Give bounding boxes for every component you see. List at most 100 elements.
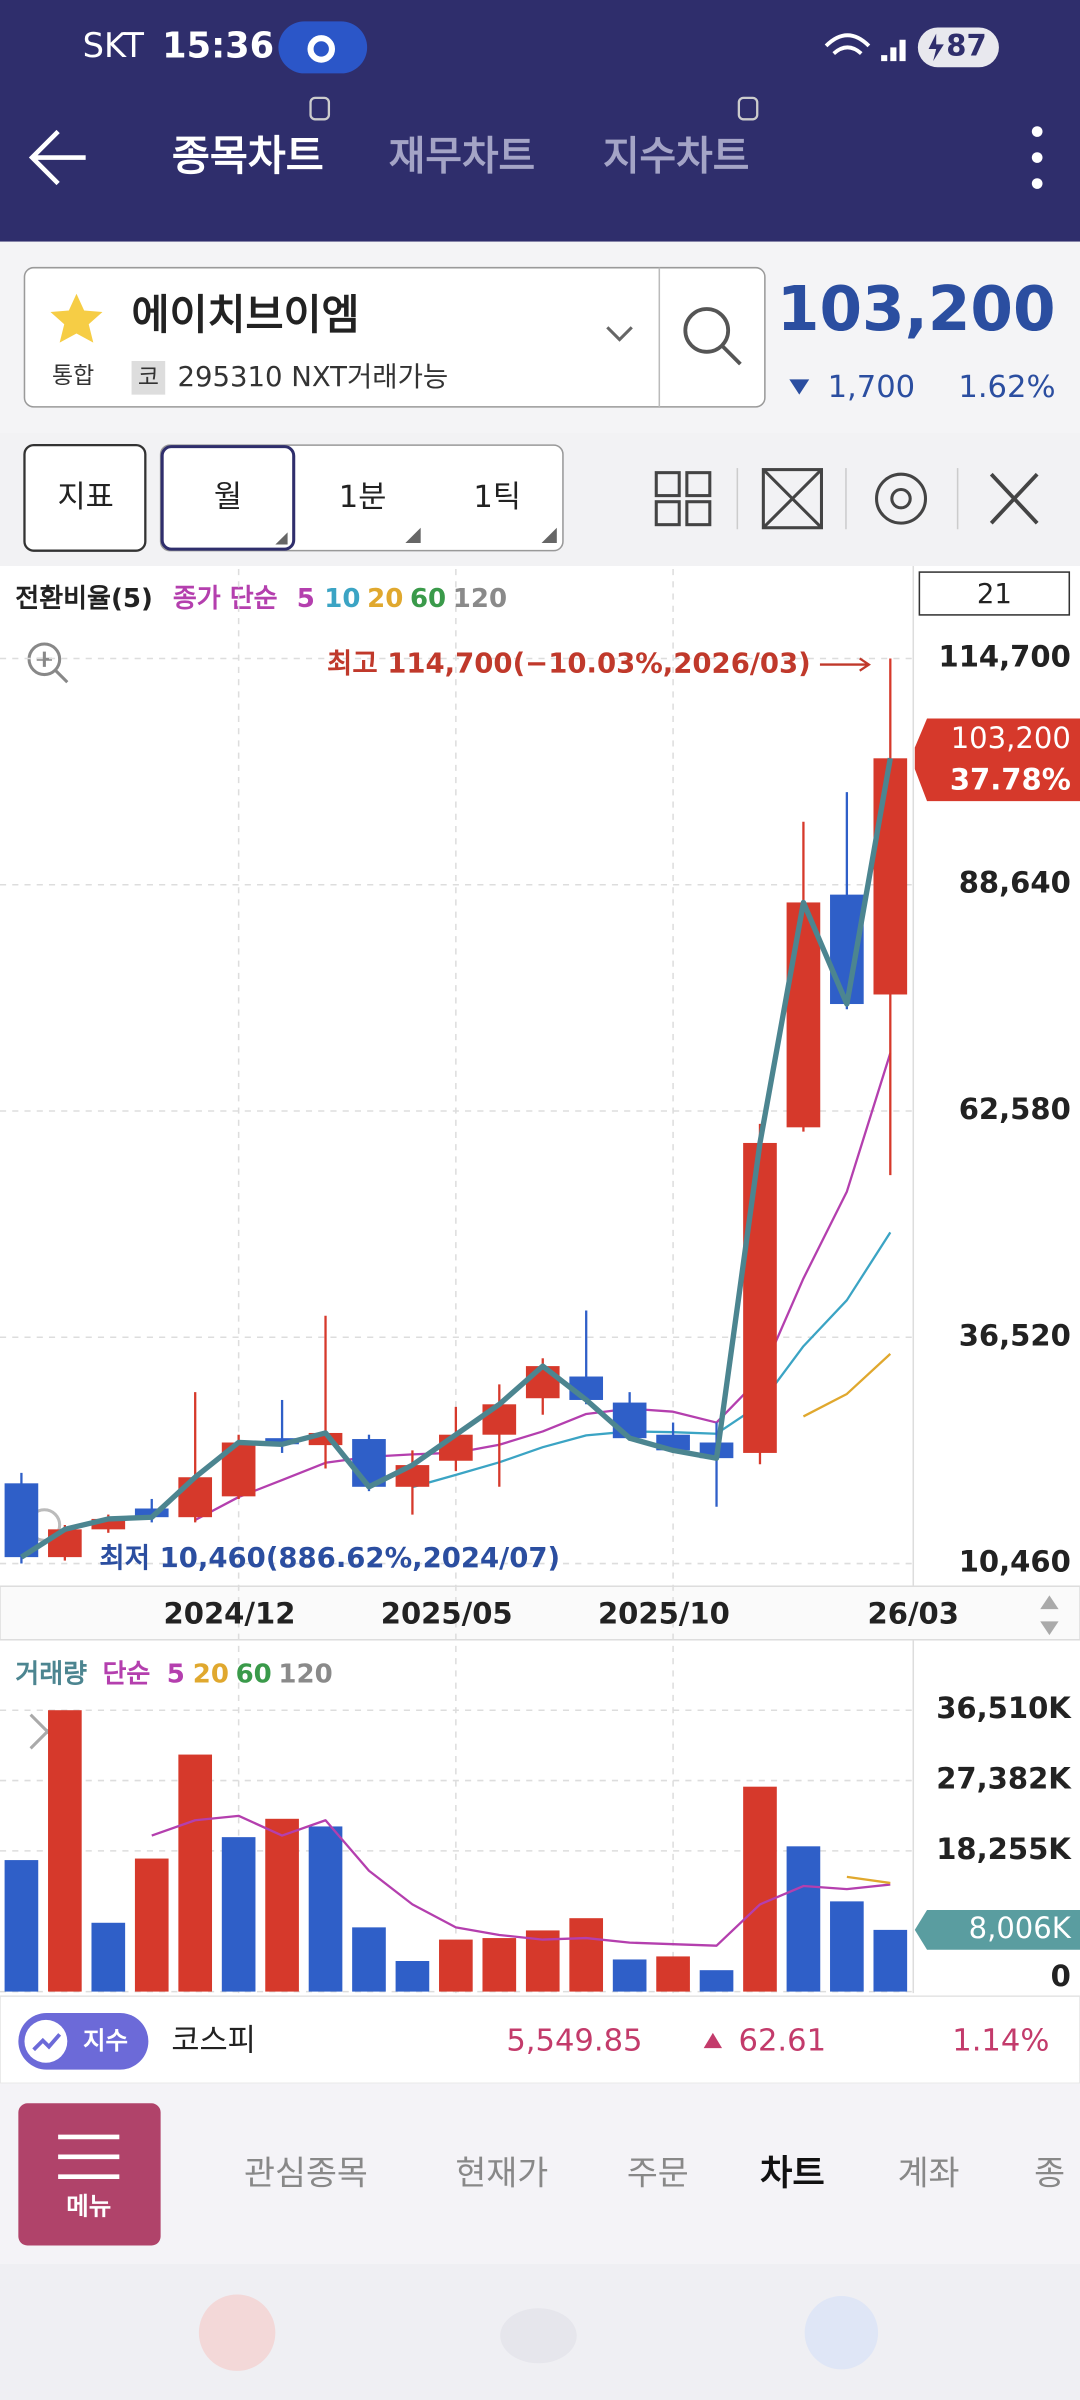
search-button[interactable] xyxy=(683,307,742,366)
last-volume: 8,006K xyxy=(969,1911,1072,1945)
menu-button[interactable] xyxy=(18,2103,161,2246)
low-annotation: 최저 10,460(886.62%,2024/07) xyxy=(99,1542,560,1574)
legend-entry: 5 xyxy=(167,1659,185,1689)
x-tick-label: 2024/12 xyxy=(164,1596,296,1630)
price: 103,200 xyxy=(777,274,1056,345)
high-annotation: 최고 114,700(−10.03%,2026/03) xyxy=(327,648,811,680)
button-label: 지표 xyxy=(58,480,114,515)
wifi-icon xyxy=(824,33,871,56)
price-change: 1,700 xyxy=(828,370,916,405)
y-tick-label: 114,700 xyxy=(939,639,1071,673)
stock-box[interactable] xyxy=(23,266,766,408)
y-tick-label: 27,382K xyxy=(936,1762,1072,1796)
volume-bar xyxy=(830,1901,864,1992)
dropdown[interactable] xyxy=(606,326,633,342)
bolt-icon xyxy=(928,33,944,62)
badge-trend xyxy=(32,2033,62,2052)
battery-level: 87 xyxy=(946,28,986,62)
candle-body xyxy=(134,1508,169,1518)
index-bar xyxy=(0,1995,1080,2085)
volume-bar xyxy=(395,1961,430,1992)
volume-bar xyxy=(91,1922,126,1992)
last-price: 103,200 xyxy=(951,721,1071,755)
volume-bar xyxy=(656,1956,690,1992)
nav-tab[interactable]: 계좌 xyxy=(898,2154,960,2193)
volume-bar xyxy=(569,1918,604,1992)
volume-bar xyxy=(134,1858,169,1992)
tab-icon xyxy=(737,96,759,121)
volume-bar xyxy=(873,1929,908,1992)
candle-body xyxy=(743,1142,777,1453)
period-selected[interactable] xyxy=(160,445,296,551)
index-change: 62.61 xyxy=(739,2024,827,2059)
button-label[interactable]: 1틱 xyxy=(473,480,521,515)
scroll-arrows[interactable] xyxy=(1040,1595,1059,1636)
candle-body xyxy=(265,1438,299,1445)
last-price-tag xyxy=(914,718,1080,802)
volume-bar xyxy=(221,1837,256,1992)
more-button[interactable] xyxy=(1031,126,1043,189)
legend-entry: 10 xyxy=(324,584,360,614)
moving-average xyxy=(802,1353,892,1418)
volume-bar xyxy=(612,1959,647,1992)
x-tick-label: 26/03 xyxy=(868,1596,959,1630)
legend-entry: 120 xyxy=(453,584,507,614)
bottom-nav xyxy=(0,2083,1080,2264)
back-button[interactable] xyxy=(28,129,86,186)
change-rate: 1.62% xyxy=(958,370,1055,405)
candle-body xyxy=(482,1404,517,1435)
menu-label: 메뉴 xyxy=(66,2191,111,2220)
y-tick-label: 18,255K xyxy=(936,1832,1072,1866)
volume-bar xyxy=(265,1818,299,1992)
market: 통합 xyxy=(52,363,94,389)
tab[interactable]: 재무차트 xyxy=(389,134,535,180)
badge-bg xyxy=(131,360,166,395)
y-tick-label: 88,640 xyxy=(959,866,1071,900)
nav-tab[interactable]: 관심종목 xyxy=(244,2154,368,2193)
stock-name: 에이치브이엠 xyxy=(132,291,360,339)
fullscreen-button[interactable] xyxy=(761,468,824,530)
x-tick-label: 2025/10 xyxy=(598,1596,730,1630)
chart-bg xyxy=(0,565,1080,1997)
stock-code: 295310 NXT거래가능 xyxy=(177,361,448,393)
high-arrow xyxy=(819,657,871,672)
button-label[interactable]: 월 xyxy=(214,480,242,515)
tab-icon xyxy=(309,96,331,121)
volume-bar xyxy=(4,1860,39,1992)
nav-tab[interactable]: 종 xyxy=(1034,2154,1065,2193)
candle-body xyxy=(91,1518,126,1530)
candle-body xyxy=(439,1434,473,1461)
nav-tab[interactable]: 현재가 xyxy=(455,2154,548,2193)
nav-tab[interactable]: 주문 xyxy=(627,2154,689,2193)
tools-button[interactable] xyxy=(989,472,1039,525)
deco xyxy=(198,2294,276,2371)
legend-label: 단순 xyxy=(102,1659,150,1689)
settings-button[interactable] xyxy=(875,472,928,525)
legend-entry: 20 xyxy=(367,584,403,614)
legend-entry: 20 xyxy=(193,1659,229,1689)
candle-body xyxy=(612,1402,647,1439)
button-label[interactable]: 1분 xyxy=(339,480,387,515)
candle-body xyxy=(525,1366,560,1399)
up-arrow xyxy=(703,2032,723,2049)
tab[interactable]: 지수차트 xyxy=(603,134,749,180)
zoom-in[interactable] xyxy=(27,642,69,684)
layout-button[interactable] xyxy=(654,471,712,527)
volume-bar xyxy=(482,1938,517,1992)
battery xyxy=(917,27,999,68)
y-tick-label: 62,580 xyxy=(959,1092,1071,1126)
favorite-star[interactable] xyxy=(50,293,103,343)
indicator-button[interactable] xyxy=(23,443,147,552)
index-value: 5,549.85 xyxy=(506,2024,642,2059)
volume-bar xyxy=(48,1710,82,1992)
tab[interactable]: 종목차트 xyxy=(172,132,324,180)
indicator-title: 전환비율(5) xyxy=(15,584,153,614)
candle-body xyxy=(4,1483,39,1558)
nav-tab[interactable]: 차트 xyxy=(760,2153,825,2194)
status-icon xyxy=(307,35,336,63)
deco xyxy=(804,2295,879,2370)
badge-label: 지수 xyxy=(83,2026,128,2055)
legend-entry: 60 xyxy=(236,1659,272,1689)
